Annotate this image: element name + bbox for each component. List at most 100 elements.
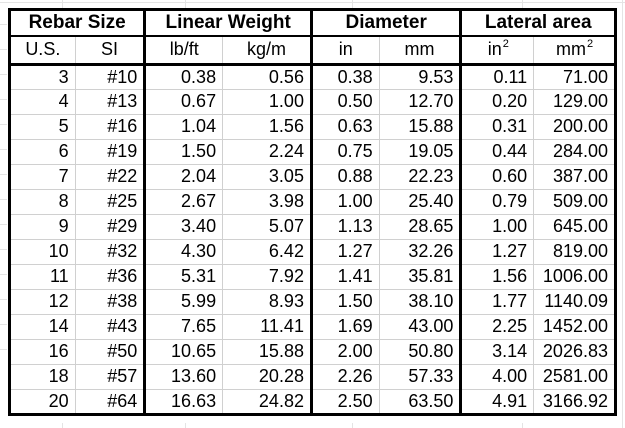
unit-label: in	[487, 39, 502, 60]
area-in2-cell: 2.25	[459, 313, 535, 340]
weight-lb-ft-cell: 1.04	[143, 113, 224, 140]
diameter-in-cell: 0.88	[309, 163, 380, 190]
weight-kg-m-cell: 0.56	[222, 63, 312, 90]
table-row: 3 #10 0.38 0.56 0.38 9.53 0.11 71.00	[9, 63, 616, 90]
area-mm2-cell: 645.00	[533, 213, 616, 240]
weight-lb-ft-cell: 13.60	[143, 363, 224, 390]
diameter-mm-cell: 63.50	[378, 388, 462, 415]
area-mm2-cell: 1452.00	[533, 313, 616, 340]
diameter-mm-cell: 50.80	[378, 338, 462, 365]
area-mm2-cell: 509.00	[533, 188, 616, 215]
unit-label: lb/ft	[169, 39, 199, 60]
diameter-mm-cell: 43.00	[378, 313, 462, 340]
margin-gridline-vertical	[352, 423, 353, 428]
si-size-cell: #13	[74, 88, 146, 115]
area-mm2-cell: 1006.00	[533, 263, 616, 290]
area-mm2-cell: 3166.92	[533, 388, 616, 415]
table-row: 16 #50 10.65 15.88 2.00 50.80 3.14 2026.83	[9, 338, 616, 365]
weight-kg-m-cell: 15.88	[222, 338, 312, 365]
si-size-cell: #32	[74, 238, 146, 265]
weight-lb-ft-cell: 3.40	[143, 213, 224, 240]
si-size-cell: #29	[74, 213, 146, 240]
unit-label: SI	[100, 39, 118, 60]
weight-lb-ft-cell: 7.65	[143, 313, 224, 340]
margin-gridline-vertical	[522, 0, 523, 8]
group-header-row: Rebar Size Linear Weight Diameter Latera…	[8, 8, 616, 37]
us-size-cell: 18	[9, 363, 76, 390]
area-in2-cell: 4.00	[459, 363, 535, 390]
area-in2-cell: 0.60	[459, 163, 535, 190]
area-in2-cell: 1.77	[459, 288, 535, 315]
diameter-mm-cell: 25.40	[378, 188, 462, 215]
weight-lb-ft-cell: 0.67	[143, 88, 224, 115]
diameter-in-cell: 0.38	[309, 63, 380, 90]
unit-header-row: U.S. SI lb/ft kg/m in mm in2 mm2	[9, 35, 616, 66]
area-mm2-cell: 387.00	[533, 163, 616, 190]
unit-header-us: U.S.	[9, 35, 76, 66]
us-size-cell: 6	[9, 138, 76, 165]
area-in2-cell: 0.31	[459, 113, 535, 140]
area-mm2-cell: 2026.83	[533, 338, 616, 365]
diameter-mm-cell: 15.88	[378, 113, 462, 140]
diameter-mm-cell: 22.23	[378, 163, 462, 190]
diameter-in-cell: 2.00	[309, 338, 380, 365]
unit-header-lb-ft: lb/ft	[143, 35, 224, 66]
area-in2-cell: 1.00	[459, 213, 535, 240]
weight-lb-ft-cell: 5.99	[143, 288, 224, 315]
weight-lb-ft-cell: 0.38	[143, 63, 224, 90]
table-row: 7 #22 2.04 3.05 0.88 22.23 0.60 387.00	[9, 163, 616, 190]
margin-gridline-vertical	[522, 423, 523, 428]
table-row: 14 #43 7.65 11.41 1.69 43.00 2.25 1452.00	[9, 313, 616, 340]
unit-superscript: 2	[587, 38, 594, 51]
table-body: 3 #10 0.38 0.56 0.38 9.53 0.11 71.00 4 #13 0.67 1.0…	[9, 63, 616, 415]
weight-kg-m-cell: 5.07	[222, 213, 312, 240]
diameter-mm-cell: 32.26	[378, 238, 462, 265]
us-size-cell: 20	[9, 388, 76, 415]
weight-kg-m-cell: 7.92	[222, 263, 312, 290]
table-row: 11 #36 5.31 7.92 1.41 35.81 1.56 1006.00	[9, 263, 616, 290]
group-header-rebar-size: Rebar Size	[8, 8, 146, 37]
si-size-cell: #50	[74, 338, 146, 365]
diameter-mm-cell: 57.33	[378, 363, 462, 390]
si-size-cell: #19	[74, 138, 146, 165]
si-size-cell: #16	[74, 113, 146, 140]
area-in2-cell: 0.79	[459, 188, 535, 215]
us-size-cell: 3	[9, 63, 76, 90]
margin-gridline-vertical	[185, 0, 186, 8]
unit-label: mm	[556, 39, 586, 60]
diameter-in-cell: 0.63	[309, 113, 380, 140]
area-in2-cell: 0.44	[459, 138, 535, 165]
table-row: 10 #32 4.30 6.42 1.27 32.26 1.27 819.00	[9, 238, 616, 265]
diameter-in-cell: 1.50	[309, 288, 380, 315]
group-header-lateral-area: Lateral area	[459, 8, 616, 37]
unit-label: in	[338, 39, 353, 60]
unit-header-mm: mm	[378, 35, 462, 66]
margin-gridlines-left	[0, 0, 7, 351]
diameter-in-cell: 0.75	[309, 138, 380, 165]
weight-lb-ft-cell: 16.63	[143, 388, 224, 415]
weight-kg-m-cell: 24.82	[222, 388, 312, 415]
si-size-cell: #22	[74, 163, 146, 190]
area-mm2-cell: 71.00	[533, 63, 616, 90]
area-mm2-cell: 1140.09	[533, 288, 616, 315]
diameter-mm-cell: 12.70	[378, 88, 462, 115]
margin-gridline-vertical	[352, 0, 353, 8]
table-row: 18 #57 13.60 20.28 2.26 57.33 4.00 2581.00	[9, 363, 616, 390]
diameter-in-cell: 1.27	[309, 238, 380, 265]
weight-kg-m-cell: 3.05	[222, 163, 312, 190]
rebar-size-table: Rebar Size Linear Weight Diameter Latera…	[8, 8, 617, 416]
us-size-cell: 9	[9, 213, 76, 240]
area-in2-cell: 1.56	[459, 263, 535, 290]
unit-header-in: in	[309, 35, 380, 66]
us-size-cell: 8	[9, 188, 76, 215]
diameter-mm-cell: 38.10	[378, 288, 462, 315]
si-size-cell: #38	[74, 288, 146, 315]
diameter-mm-cell: 28.65	[378, 213, 462, 240]
table-row: 8 #25 2.67 3.98 1.00 25.40 0.79 509.00	[9, 188, 616, 215]
area-mm2-cell: 200.00	[533, 113, 616, 140]
weight-lb-ft-cell: 10.65	[143, 338, 224, 365]
table-row: 12 #38 5.99 8.93 1.50 38.10 1.77 1140.09	[9, 288, 616, 315]
diameter-in-cell: 2.26	[309, 363, 380, 390]
group-header-diameter: Diameter	[309, 8, 462, 37]
